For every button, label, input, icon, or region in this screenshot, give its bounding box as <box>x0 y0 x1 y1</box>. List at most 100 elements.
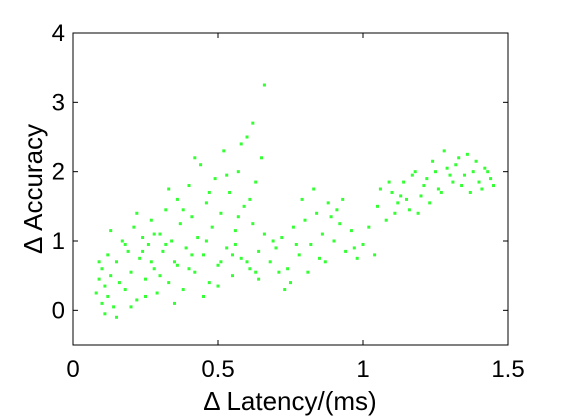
scatter-point <box>187 267 191 271</box>
scatter-point <box>329 215 333 219</box>
scatter-point <box>407 208 411 212</box>
scatter-point <box>251 121 255 125</box>
scatter-point <box>173 301 176 305</box>
scatter-point <box>378 187 382 191</box>
scatter-point <box>436 187 440 191</box>
scatter-point <box>286 267 290 271</box>
scatter-point <box>164 208 168 212</box>
scatter-point <box>219 260 223 264</box>
scatter-point <box>109 229 113 233</box>
scatter-point <box>141 236 145 240</box>
scatter-point <box>480 187 484 191</box>
scatter-point <box>161 249 165 253</box>
scatter-point <box>451 180 455 184</box>
scatter-point <box>303 218 307 222</box>
scatter-point <box>126 249 130 253</box>
scatter-point <box>460 184 464 188</box>
scatter-point <box>207 281 211 285</box>
scatter-point <box>384 218 388 222</box>
scatter-point <box>373 253 377 257</box>
y-tick-label: 4 <box>52 20 65 47</box>
scatter-point <box>457 156 461 160</box>
scatter-point <box>425 177 429 181</box>
scatter-point <box>338 222 342 226</box>
scatter-point <box>465 152 469 156</box>
scatter-point <box>492 184 495 188</box>
scatter-point <box>207 190 211 194</box>
scatter-point <box>222 149 226 153</box>
scatter-point <box>120 239 124 243</box>
scatter-point <box>268 260 272 264</box>
scatter-point <box>190 215 194 219</box>
scatter-point <box>390 190 394 194</box>
scatter-point <box>103 312 107 316</box>
scatter-point <box>103 284 107 288</box>
scatter-point <box>106 294 110 298</box>
scatter-point <box>434 170 437 174</box>
scatter-point <box>123 242 127 246</box>
scatter-point <box>204 239 208 243</box>
scatter-point <box>442 149 446 153</box>
scatter-point <box>248 267 252 271</box>
scatter-point <box>376 204 379 208</box>
scatter-point <box>239 142 243 146</box>
scatter-point <box>228 190 232 194</box>
scatter-point <box>257 277 261 281</box>
scatter-point <box>262 232 266 236</box>
scatter-point <box>152 232 156 236</box>
scatter-point <box>413 170 417 174</box>
scatter-point <box>233 242 237 246</box>
scatter-point <box>216 263 220 267</box>
scatter-point <box>283 288 287 292</box>
scatter-point <box>181 208 185 212</box>
scatter-point <box>271 239 275 243</box>
scatter-point <box>132 225 136 229</box>
scatter-point <box>468 190 472 194</box>
scatter-point <box>396 201 400 205</box>
scatter-point <box>251 222 255 226</box>
scatter-point <box>129 270 133 274</box>
scatter-point <box>167 187 171 191</box>
scatter-point <box>149 218 153 222</box>
scatter-point <box>152 267 156 271</box>
scatter-point <box>141 249 145 253</box>
scatter-point <box>289 281 292 285</box>
scatter-point <box>158 274 162 278</box>
y-axis-label: Δ Accuracy <box>18 124 48 254</box>
scatter-point <box>175 197 179 201</box>
scatter-point <box>428 201 432 205</box>
scatter-point <box>254 180 258 184</box>
scatter-point <box>233 229 237 233</box>
scatter-point <box>144 277 147 281</box>
scatter-point <box>448 173 452 177</box>
x-tick-label: 0.5 <box>201 356 234 383</box>
scatter-point <box>231 253 234 257</box>
scatter-point <box>202 253 205 257</box>
scatter-point <box>393 211 397 215</box>
scatter-point <box>309 242 313 246</box>
scatter-point <box>135 298 139 302</box>
scatter-point <box>320 232 324 236</box>
scatter-point <box>158 232 162 236</box>
x-tick-label: 1.5 <box>491 356 524 383</box>
scatter-point <box>190 253 194 257</box>
scatter-point <box>352 246 356 250</box>
scatter-point <box>280 236 284 240</box>
scatter-point <box>254 270 258 274</box>
scatter-point <box>274 246 278 250</box>
scatter-point <box>361 242 365 246</box>
scatter-point <box>199 163 203 167</box>
scatter-point <box>225 173 229 177</box>
tick-labels: 0 0.5 1 1.5 0 1 2 3 4 <box>52 20 525 383</box>
y-tick-label: 0 <box>52 297 65 324</box>
scatter-point <box>112 305 116 309</box>
plot-frame <box>72 32 509 346</box>
scatter-point <box>164 242 168 246</box>
scatter-point <box>187 184 191 188</box>
scatter-point <box>236 215 240 219</box>
scatter-point <box>193 156 197 160</box>
scatter-point <box>332 239 336 243</box>
scatter-point <box>248 197 252 201</box>
scatter-point <box>312 187 316 191</box>
